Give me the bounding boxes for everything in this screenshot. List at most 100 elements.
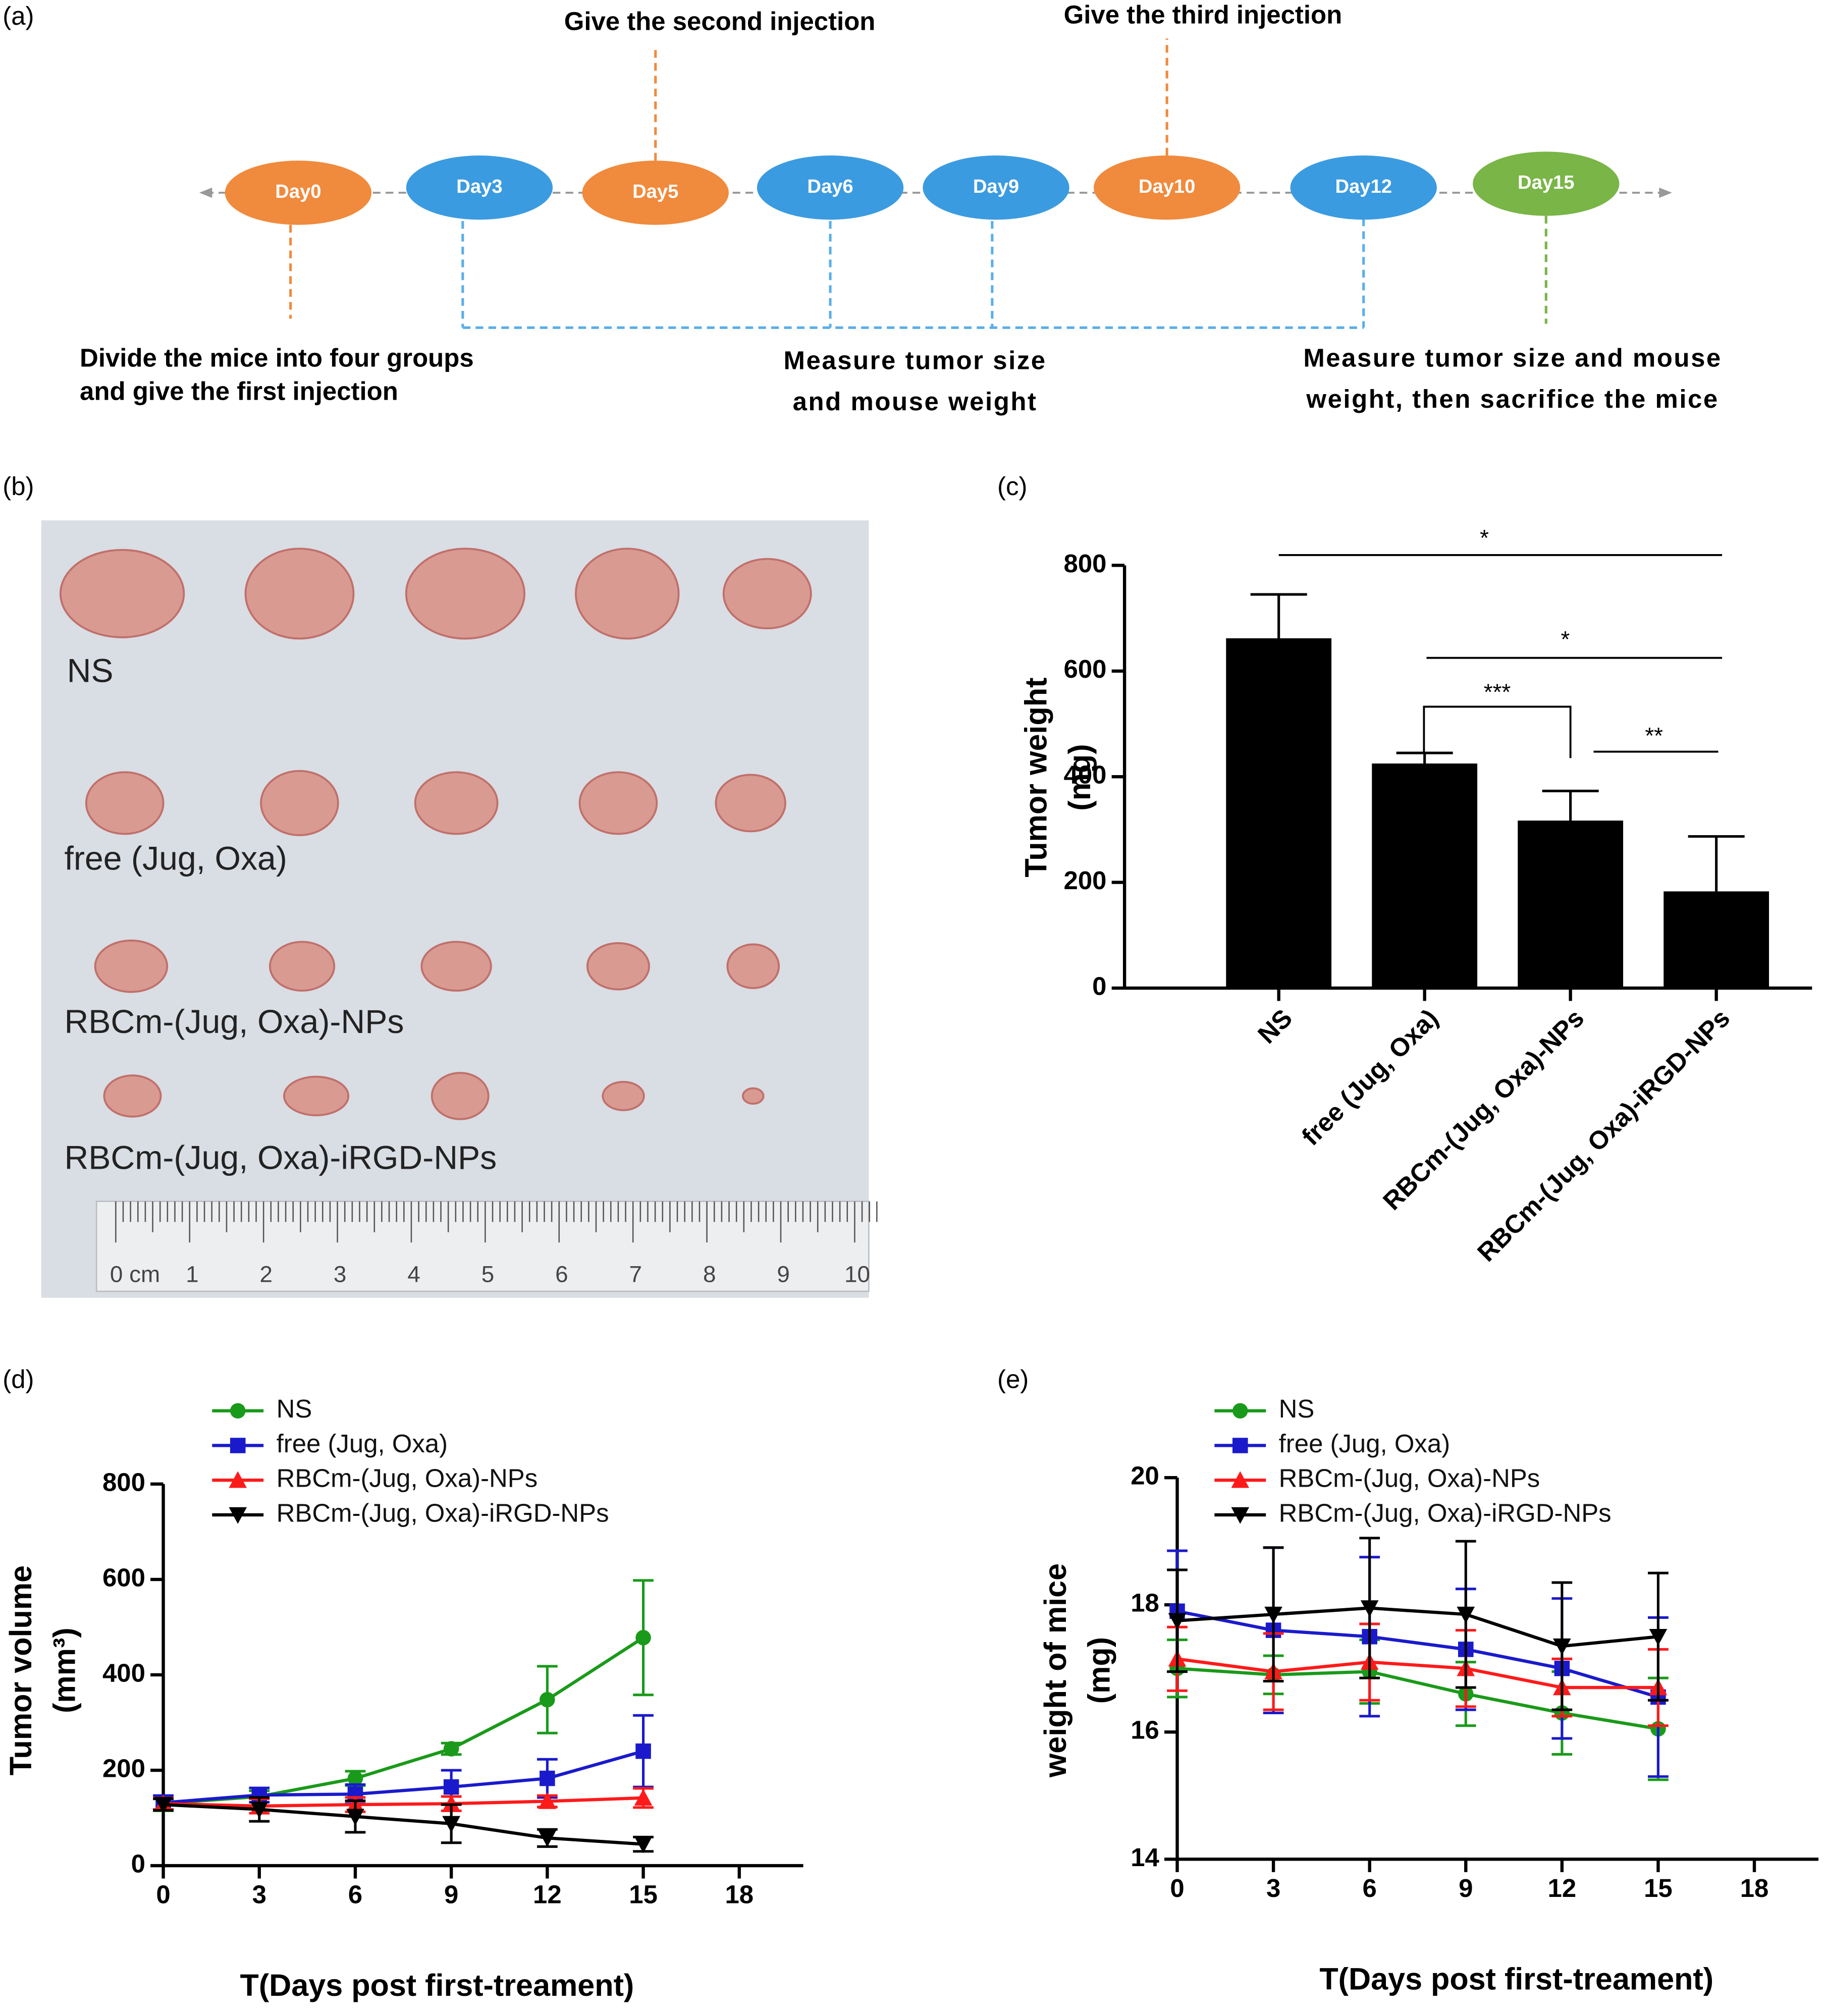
marker	[346, 1809, 364, 1826]
marker	[1232, 1403, 1248, 1419]
timeline-annotation: and mouse weight	[793, 387, 1038, 416]
day-node	[923, 155, 1069, 220]
day-node	[757, 155, 904, 220]
marker	[229, 1507, 247, 1524]
timeline-annotation: and give the first injection	[80, 377, 398, 406]
day-label: Day6	[807, 176, 853, 197]
tumor	[578, 771, 658, 835]
legend-label: RBCm-(Jug, Oxa)-NPs	[277, 1464, 538, 1493]
significance-line	[1423, 705, 1572, 758]
x-tick-label: 9	[1459, 1874, 1473, 1902]
series-line	[163, 1750, 644, 1805]
marker	[1360, 1600, 1379, 1617]
marker	[634, 1789, 653, 1806]
y-tick-label: 20	[1131, 1461, 1159, 1490]
y-axis-title: Tumor volume	[4, 1565, 38, 1775]
marker	[442, 1794, 460, 1812]
x-tick-label: 15	[1644, 1874, 1673, 1902]
x-tick-label: 12	[533, 1880, 562, 1909]
y-axis-title: weight of mice	[1038, 1563, 1072, 1778]
y-tick-label: 400	[1064, 760, 1107, 789]
x-tick-label: 0	[1170, 1874, 1184, 1902]
marker	[1264, 1606, 1282, 1623]
day-node	[1094, 155, 1241, 220]
y-axis-title: (mm³)	[47, 1627, 82, 1713]
x-axis-title: T(Days post first-treament)	[1319, 1961, 1713, 1996]
x-tick-label: 18	[1740, 1874, 1769, 1902]
photo-label: NS	[67, 652, 114, 690]
y-tick-label: 800	[1064, 549, 1107, 578]
marker	[230, 1438, 246, 1453]
ruler-label: 2	[260, 1261, 273, 1287]
y-tick-label: 16	[1131, 1716, 1159, 1745]
day-node	[406, 155, 553, 220]
legend-label: RBCm-(Jug, Oxa)-NPs	[1279, 1464, 1540, 1493]
marker	[1457, 1606, 1475, 1623]
timeline-annotation: Give the second injection	[564, 7, 876, 35]
tumor	[715, 774, 786, 833]
photo-label: RBCm-(Jug, Oxa)-iRGD-NPs	[65, 1139, 497, 1177]
tumor	[420, 941, 492, 992]
ruler-label: 4	[407, 1261, 420, 1287]
tumor	[586, 942, 650, 991]
y-tick-label: 200	[102, 1754, 145, 1782]
legend-label: free (Jug, Oxa)	[277, 1429, 448, 1458]
x-axis-title: T(Days post first-treament)	[240, 1968, 634, 2002]
y-tick-label: 0	[1092, 971, 1106, 1000]
tumor	[726, 943, 780, 989]
ruler-label: 1	[186, 1261, 199, 1287]
tumor	[602, 1080, 645, 1111]
significance-label: **	[1645, 723, 1663, 749]
photo-label: RBCm-(Jug, Oxa)-NPs	[65, 1003, 404, 1041]
day-node	[1473, 151, 1620, 216]
series-line	[1177, 1657, 1658, 1690]
photo-label: free (Jug, Oxa)	[65, 840, 287, 877]
y-tick-label: 18	[1131, 1589, 1159, 1617]
tumor	[414, 771, 499, 835]
legend-label: NS	[277, 1394, 312, 1423]
marker	[538, 1830, 557, 1847]
y-tick-label: 200	[1064, 866, 1107, 895]
marker	[1231, 1507, 1250, 1524]
panel-label: (d)	[3, 1365, 34, 1394]
timeline-annotation: Measure tumor size and mouse	[1303, 343, 1722, 372]
marker	[540, 1770, 555, 1786]
y-axis-title: (mg)	[1082, 1637, 1116, 1704]
tumor	[244, 548, 355, 640]
panel-label: (b)	[3, 472, 34, 501]
series-line	[163, 1796, 643, 1808]
tumor	[260, 770, 339, 836]
day-label: Day15	[1518, 172, 1575, 193]
bar	[1518, 821, 1624, 989]
tumor	[574, 548, 680, 640]
bar	[1226, 638, 1332, 989]
timeline-annotation: weight, then sacrifice the mice	[1306, 385, 1719, 413]
x-tick-label: 18	[725, 1880, 754, 1909]
x-tick-label: 12	[1548, 1874, 1577, 1902]
tumor	[431, 1072, 490, 1120]
tumor	[722, 558, 812, 630]
marker	[635, 1743, 651, 1759]
day-label: Day3	[456, 176, 502, 197]
panel-label: (e)	[997, 1365, 1029, 1394]
x-tick-label: 15	[629, 1880, 658, 1909]
timeline-annotation: Measure tumor size	[784, 346, 1047, 374]
day-label: Day0	[275, 181, 321, 202]
marker	[1232, 1438, 1248, 1453]
panel-label: (a)	[3, 2, 34, 30]
ruler-label: 7	[629, 1261, 642, 1287]
marker	[1553, 1638, 1571, 1655]
ruler-label: 9	[777, 1261, 790, 1287]
marker	[1231, 1471, 1250, 1488]
day-node	[1290, 155, 1437, 220]
y-tick-label: 800	[102, 1467, 145, 1496]
x-tick-label: 6	[348, 1880, 362, 1909]
legend-label: RBCm-(Jug, Oxa)-iRGD-NPs	[277, 1498, 609, 1527]
marker	[635, 1629, 651, 1646]
ruler-label: 5	[481, 1261, 495, 1287]
tumor	[94, 939, 169, 993]
significance-label: ***	[1484, 679, 1511, 705]
x-tick-label: 0	[156, 1880, 170, 1909]
